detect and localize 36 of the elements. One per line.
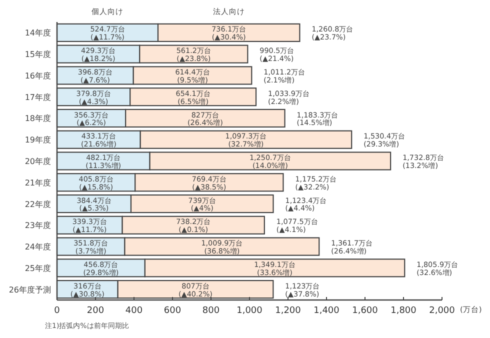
bar [157,23,300,42]
bar [144,258,406,278]
x-tick-label: 1,200 [275,306,302,316]
y-tick-label: 22年度 [24,200,51,209]
y-tick-label: 17年度 [24,92,51,102]
y-tick-label: 15年度 [24,50,51,60]
x-tick-label: 200 [86,306,104,316]
y-tick-label: 14年度 [24,28,51,38]
bar [132,66,252,85]
x-tick-label: 2,000 [429,306,456,316]
bar [130,194,274,214]
x-tick-label: 600 [164,306,182,316]
y-tick-label: 21年度 [24,178,51,188]
x-tick-label: 1,400 [314,306,340,316]
bar [122,216,265,234]
bar [140,130,352,149]
y-tick-label: 16年度 [24,71,51,80]
x-tick-label: 800 [202,306,220,316]
y-tick-label: 24年度 [24,242,51,252]
bar [149,152,392,170]
x-tick-label: 1,000 [236,306,263,316]
y-tick-label: 19年度 [24,136,51,145]
x-tick-label: 0 [54,306,60,316]
x-tick-label: 1,800 [390,306,417,316]
y-tick-label: 26年度予測 [8,285,51,294]
y-tick-label: 23年度 [24,221,51,230]
bar [125,108,286,128]
y-tick-label: 20年度 [24,157,51,166]
x-tick-label: 1,600 [352,306,378,316]
y-tick-label: 25年度 [24,264,51,273]
y-tick-label: 18年度 [24,114,51,124]
bar [130,88,257,106]
bar [134,173,284,192]
x-tick-label: 400 [125,306,143,316]
bar [139,44,248,64]
bar [124,237,320,256]
